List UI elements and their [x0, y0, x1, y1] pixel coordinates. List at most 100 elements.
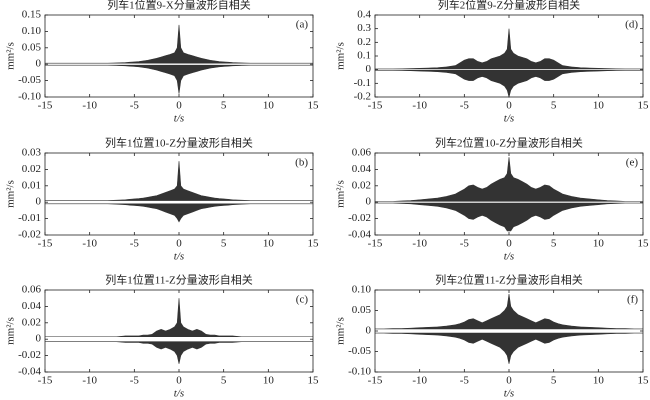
- y-tick-label: -0.02: [18, 229, 41, 241]
- y-tick-label: 0.05: [352, 304, 372, 316]
- chart-title: 列车2位置9-Z分量波形自相关: [438, 0, 580, 12]
- waveform: [45, 341, 313, 364]
- x-tick-label: -10: [82, 238, 97, 250]
- chart-title: 列车1位置11-Z分量波形自相关: [105, 273, 252, 287]
- panel-label: (c): [296, 294, 309, 306]
- x-tick-label: 5: [221, 375, 227, 387]
- y-tick-label: -0.05: [18, 74, 41, 86]
- y-tick-label: 0: [366, 63, 372, 75]
- y-tick-label: -0.02: [348, 212, 371, 224]
- y-tick-label: 0.06: [352, 147, 372, 159]
- waveform: [45, 64, 313, 94]
- x-tick-label: -15: [368, 100, 383, 112]
- x-tick-label: -15: [368, 375, 383, 387]
- x-tick-label: 10: [263, 375, 275, 387]
- x-tick-label: 5: [551, 375, 557, 387]
- y-tick-label: -0.04: [348, 229, 371, 241]
- x-tick-label: -10: [412, 238, 427, 250]
- y-tick-label: -0.01: [18, 212, 41, 224]
- x-tick-label: 15: [638, 100, 650, 112]
- waveform: [375, 294, 643, 330]
- x-axis-label: t/s: [504, 251, 514, 263]
- waveform: [375, 70, 643, 99]
- y-tick-label: 0.3: [357, 22, 371, 34]
- y-axis-label: mm²/s: [335, 317, 347, 345]
- x-tick-label: -5: [460, 238, 470, 250]
- chart-title: 列车1位置9-X分量波形自相关: [107, 0, 251, 12]
- y-axis-label: mm²/s: [335, 180, 347, 208]
- x-axis-label: t/s: [504, 113, 514, 125]
- y-tick-label: -0.1: [354, 77, 371, 89]
- y-tick-label: 0.2: [357, 36, 371, 48]
- x-tick-label: 15: [308, 100, 320, 112]
- y-tick-label: 0.10: [22, 25, 42, 37]
- waveform: [45, 24, 313, 64]
- x-tick-label: 5: [551, 238, 557, 250]
- panel-label: (f): [627, 294, 638, 306]
- y-tick-label: 0.4: [357, 9, 371, 21]
- y-tick-label: 0: [366, 325, 372, 337]
- panel-label: (e): [626, 157, 639, 169]
- x-tick-label: 5: [551, 100, 557, 112]
- x-tick-label: -5: [130, 375, 140, 387]
- y-tick-label: -0.10: [348, 366, 371, 378]
- x-tick-label: -10: [82, 100, 97, 112]
- waveform: [375, 157, 643, 202]
- waveform: [45, 298, 313, 338]
- x-tick-label: -5: [130, 100, 140, 112]
- x-tick-label: -15: [38, 238, 53, 250]
- x-tick-label: 10: [593, 100, 605, 112]
- y-tick-label: -0.10: [18, 91, 41, 103]
- x-axis-label: t/s: [174, 251, 184, 263]
- x-axis-label: t/s: [174, 113, 184, 125]
- x-tick-label: -10: [82, 375, 97, 387]
- y-axis-label: mm²/s: [5, 317, 17, 345]
- x-tick-label: 0: [176, 100, 182, 112]
- y-tick-label: 0.06: [22, 284, 42, 296]
- x-tick-label: -15: [368, 238, 383, 250]
- x-tick-label: 0: [506, 238, 512, 250]
- y-tick-label: -0.04: [18, 366, 41, 378]
- x-tick-label: -15: [38, 375, 53, 387]
- y-tick-label: 0.02: [22, 316, 41, 328]
- x-tick-label: -15: [38, 100, 53, 112]
- x-tick-label: 0: [176, 375, 182, 387]
- x-tick-label: 5: [221, 238, 227, 250]
- x-tick-label: 15: [638, 375, 650, 387]
- y-tick-label: 0.15: [22, 9, 42, 21]
- x-tick-label: 10: [263, 238, 275, 250]
- y-tick-label: 0: [36, 196, 42, 208]
- y-tick-label: 0: [36, 333, 42, 345]
- y-tick-label: 0.05: [22, 41, 42, 53]
- x-tick-label: 0: [506, 100, 512, 112]
- x-tick-label: -5: [460, 100, 470, 112]
- x-tick-label: -5: [130, 238, 140, 250]
- y-tick-label: 0.1: [357, 50, 371, 62]
- y-tick-label: -0.02: [18, 349, 41, 361]
- x-tick-label: 0: [176, 238, 182, 250]
- x-tick-label: -5: [460, 375, 470, 387]
- x-tick-label: 15: [308, 375, 320, 387]
- x-tick-label: 10: [593, 238, 605, 250]
- y-tick-label: 0.01: [22, 179, 41, 191]
- x-tick-label: 5: [221, 100, 227, 112]
- x-tick-label: 0: [506, 375, 512, 387]
- panel-label: (b): [295, 157, 308, 169]
- x-tick-label: 15: [308, 238, 320, 250]
- chart-title: 列车1位置10-Z分量波形自相关: [105, 136, 253, 150]
- y-tick-label: -0.05: [348, 345, 371, 357]
- y-tick-label: 0: [366, 196, 372, 208]
- y-axis-label: mm²/s: [335, 42, 347, 70]
- waveform: [45, 203, 313, 223]
- y-tick-label: 0: [36, 58, 42, 70]
- x-tick-label: 10: [593, 375, 605, 387]
- panel-label: (a): [296, 19, 309, 31]
- x-axis-label: t/s: [504, 388, 514, 400]
- waveform: [375, 202, 643, 232]
- waveform: [375, 28, 643, 70]
- y-tick-label: 0.04: [22, 300, 42, 312]
- y-tick-label: 0.04: [352, 163, 372, 175]
- y-axis-label: mm²/s: [5, 42, 17, 70]
- y-axis-label: mm²/s: [5, 180, 17, 208]
